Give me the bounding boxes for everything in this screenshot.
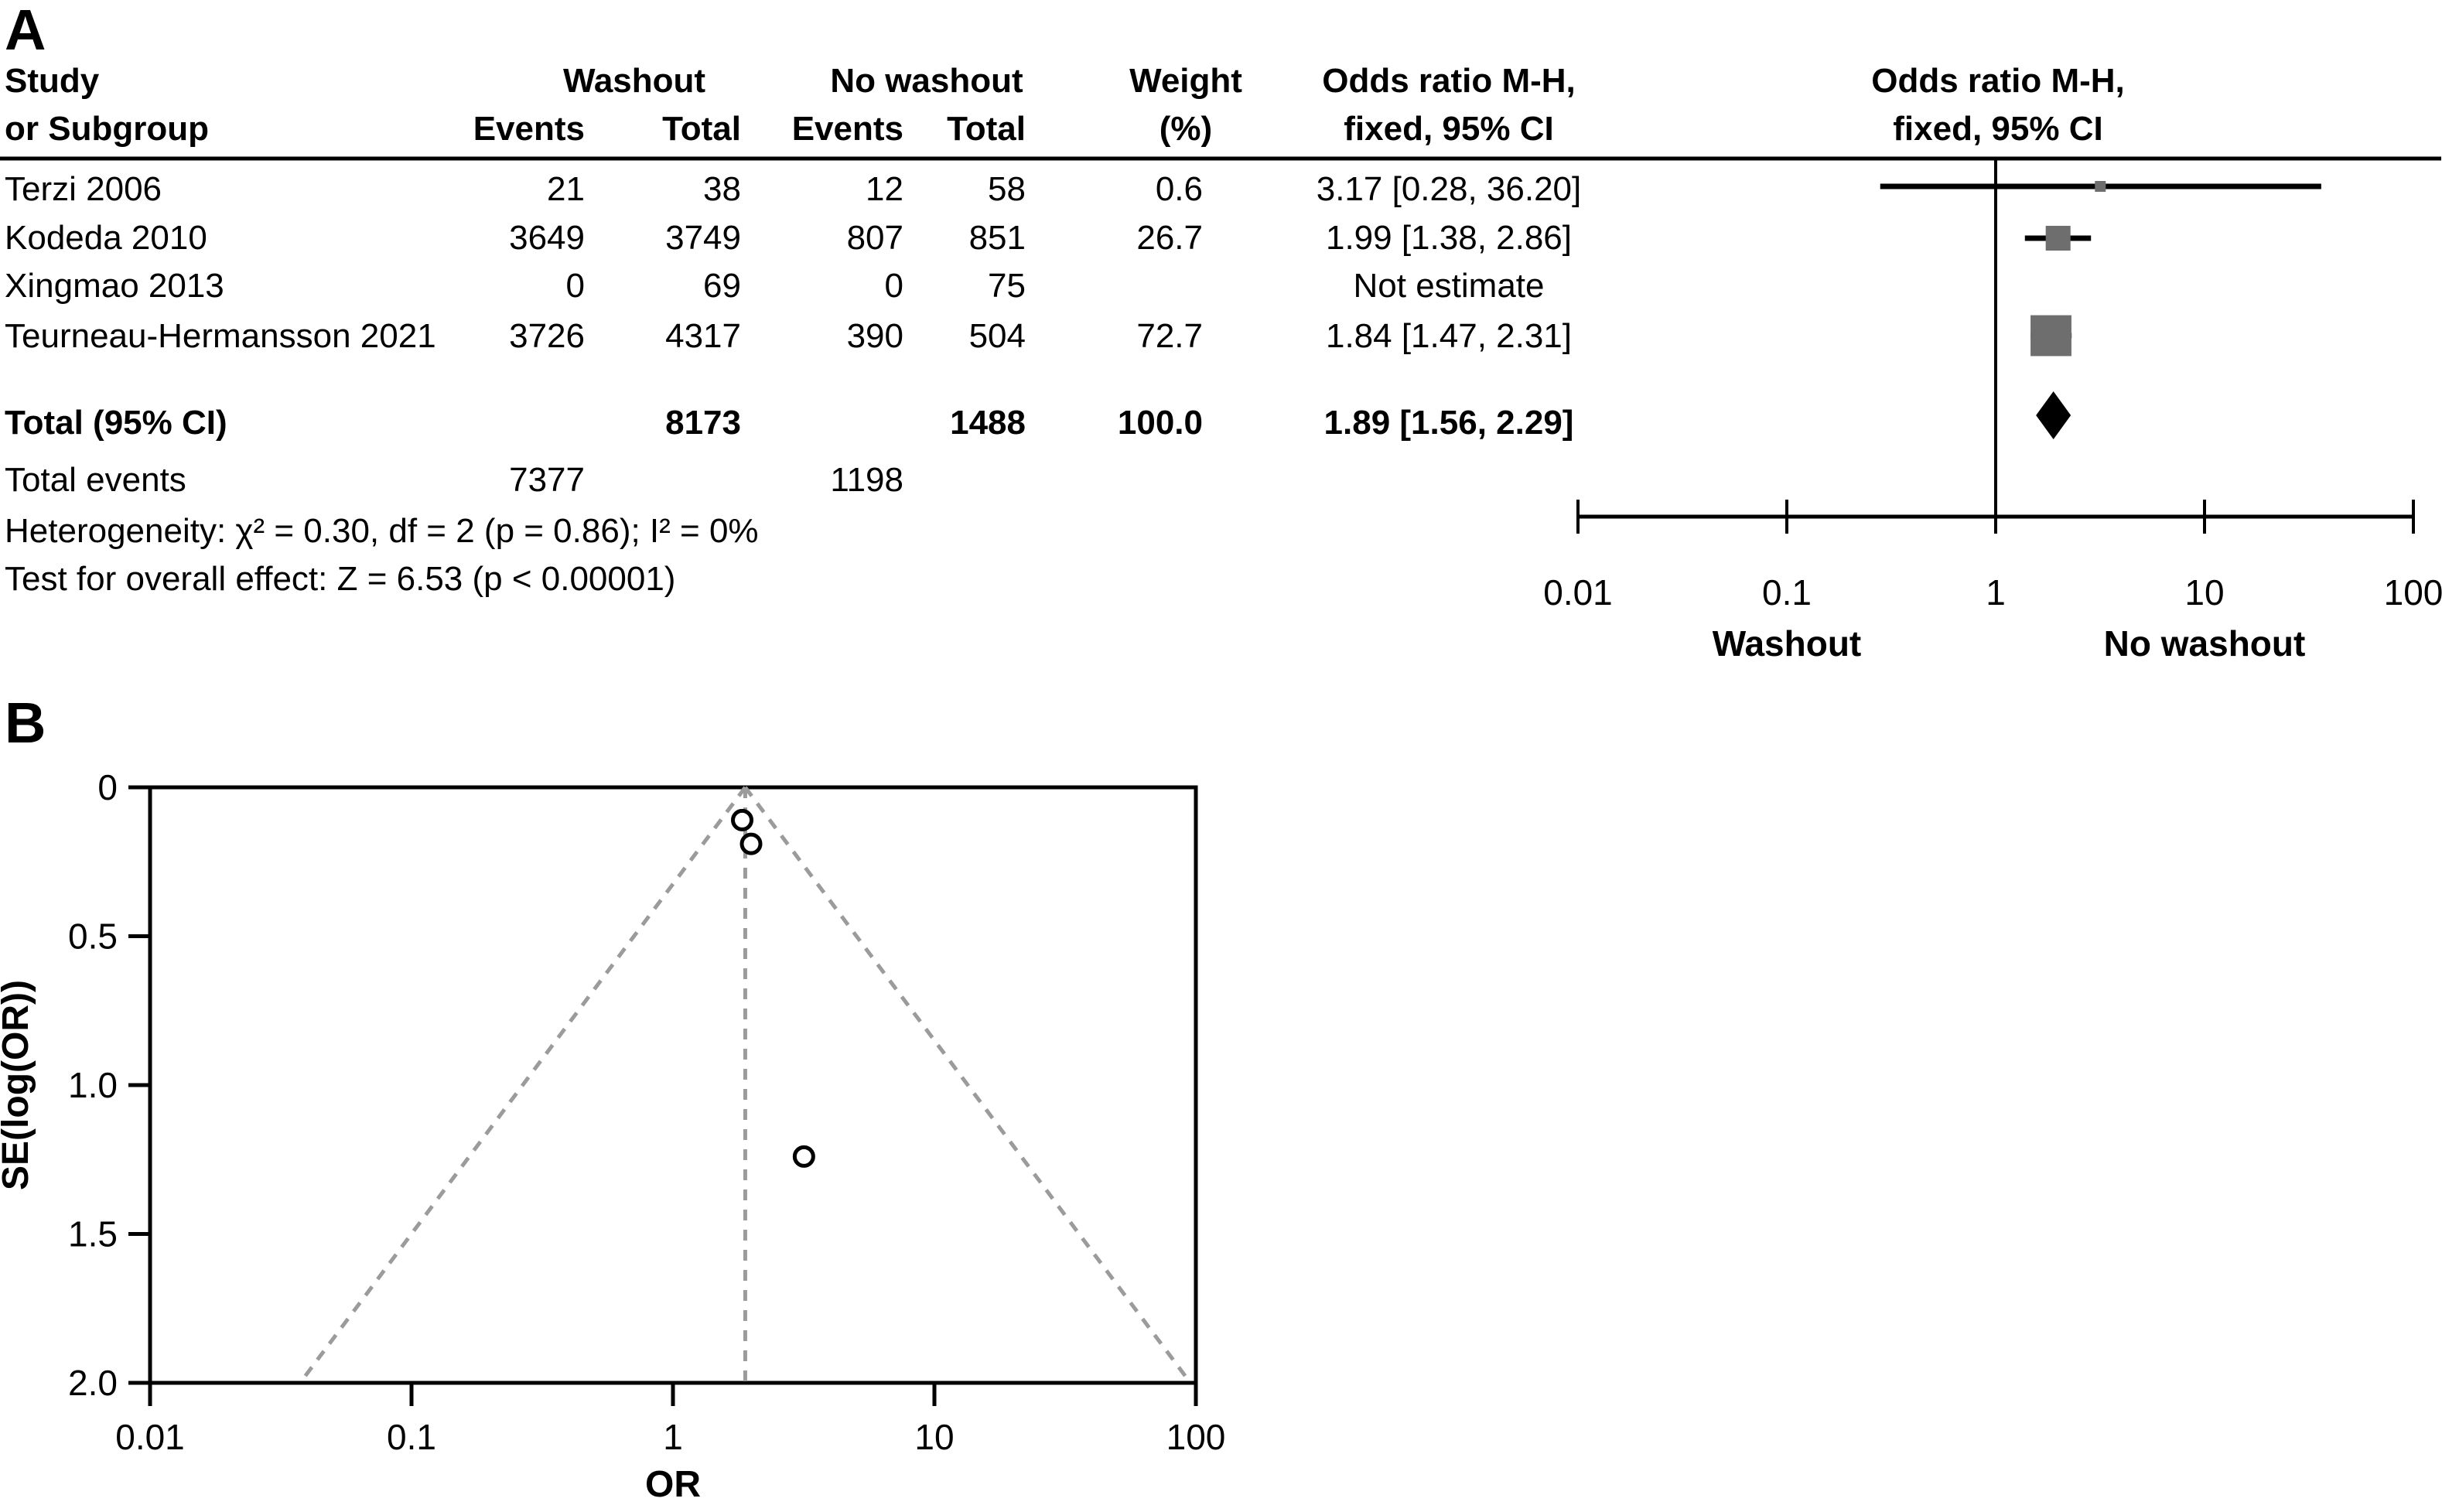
x-tick-label: 1 [1986, 572, 2006, 613]
col-header-study: Study [5, 62, 100, 100]
x-tick-label: 0.1 [387, 1417, 436, 1457]
col-header-or-ci-text: fixed, 95% CI [1344, 110, 1554, 148]
axis-label-washout: Washout [1713, 623, 1862, 664]
study-point [739, 832, 763, 855]
overall-effect-test: Test for overall effect: Z = 6.53 (p < 0… [5, 560, 676, 598]
col-header-or-text: Odds ratio M-H, [1322, 62, 1576, 100]
funnel-right-line [743, 786, 1192, 1384]
washout-total: 69 [703, 267, 741, 305]
or-ci-value: 1.84 [1.47, 2.31] [1325, 317, 1573, 355]
nowashout-events: 807 [846, 219, 903, 257]
total-nowashout-total: 1488 [950, 404, 1026, 442]
x-tick-label: 100 [2384, 572, 2442, 613]
washout-events: 0 [565, 267, 585, 305]
y-tick-label: 0.5 [68, 916, 118, 957]
or-ci-value: Not estimate [1353, 267, 1545, 305]
effect-square [2045, 225, 2071, 251]
study-point [731, 808, 754, 831]
axis-label-no-washout: No washout [2104, 623, 2306, 664]
funnel-plot: 0 0.5 1.0 1.5 2.0 0.01 0.1 1 10 100 SE(log(OR)) OR [0, 767, 1226, 1505]
col-header-weight: Weight [1129, 62, 1242, 100]
x-tick-label: 0.01 [1543, 572, 1613, 613]
x-tick-label: 100 [1166, 1417, 1226, 1457]
washout-total: 4317 [665, 317, 741, 355]
funnel-left-line [299, 786, 747, 1384]
col-header-no-washout: No washout [830, 62, 1023, 100]
y-tick-label: 2.0 [68, 1363, 118, 1403]
weight-value: 0.6 [1155, 170, 1203, 208]
or-ci-value: 1.99 [1.38, 2.86] [1325, 219, 1573, 257]
total-washout-total: 8173 [665, 404, 741, 442]
col-header-nowashout-total: Total [947, 110, 1026, 148]
col-header-or-plot: Odds ratio M-H, [1871, 62, 2125, 100]
washout-events: 21 [547, 170, 585, 208]
col-header-or-ci-plot: fixed, 95% CI [1893, 110, 2103, 148]
nowashout-total: 851 [968, 219, 1026, 257]
x-tick-label: 0.01 [115, 1417, 185, 1457]
nowashout-events: 0 [884, 267, 903, 305]
total-label: Total (95% CI) [5, 404, 227, 442]
total-or-ci: 1.89 [1.56, 2.29] [1323, 404, 1574, 442]
y-axis-title: SE(log(OR)) [0, 980, 36, 1190]
col-header-nowashout-events: Events [791, 110, 903, 148]
study-point [792, 1145, 815, 1168]
panel-a-label: A [5, 0, 46, 62]
nowashout-total: 58 [988, 170, 1026, 208]
summary-diamond [2036, 391, 2071, 439]
x-axis-title: OR [645, 1464, 701, 1505]
col-header-washout-total: Total [662, 110, 741, 148]
weight-value: 72.7 [1136, 317, 1203, 355]
col-header-subgroup: or Subgroup [5, 110, 209, 148]
nowashout-total: 75 [988, 267, 1026, 305]
weight-value: 26.7 [1136, 219, 1203, 257]
col-header-washout-events: Events [473, 110, 585, 148]
total-events-nowashout: 1198 [830, 461, 903, 499]
x-tick-label: 10 [914, 1417, 954, 1457]
effect-square [2030, 315, 2071, 357]
washout-events: 3726 [509, 317, 585, 355]
nowashout-events: 390 [846, 317, 903, 355]
washout-total: 3749 [665, 219, 741, 257]
heterogeneity-stats: Heterogeneity: χ² = 0.30, df = 2 (p = 0.… [5, 512, 759, 550]
nowashout-total: 504 [968, 317, 1026, 355]
or-ci-value: 3.17 [0.28, 36.20] [1316, 170, 1582, 208]
x-tick-label: 0.1 [1762, 572, 1812, 613]
washout-events: 3649 [509, 219, 585, 257]
nowashout-events: 12 [866, 170, 903, 208]
col-header-weight-pct: (%) [1159, 110, 1213, 148]
total-events-washout: 7377 [509, 461, 585, 499]
y-tick-label: 0 [97, 767, 118, 807]
study-name: Kodeda 2010 [5, 219, 207, 257]
plot-box [148, 785, 1198, 1385]
total-weight: 100.0 [1117, 404, 1203, 442]
x-tick-label: 10 [2184, 572, 2224, 613]
y-tick-label: 1.0 [68, 1065, 118, 1105]
study-name: Xingmao 2013 [5, 267, 224, 305]
col-header-washout: Washout [562, 62, 706, 100]
washout-total: 38 [703, 170, 741, 208]
x-tick-label: 1 [663, 1417, 683, 1457]
panel-b-label: B [5, 691, 46, 755]
forest-plot: 0.01 0.1 1 10 100 Washout No washout [0, 156, 2442, 664]
effect-square [2095, 181, 2106, 192]
study-name: Terzi 2006 [5, 170, 162, 208]
study-name: Teurneau-Hermansson 2021 [5, 317, 436, 355]
y-tick-label: 1.5 [68, 1214, 118, 1254]
total-events-label: Total events [5, 461, 186, 499]
